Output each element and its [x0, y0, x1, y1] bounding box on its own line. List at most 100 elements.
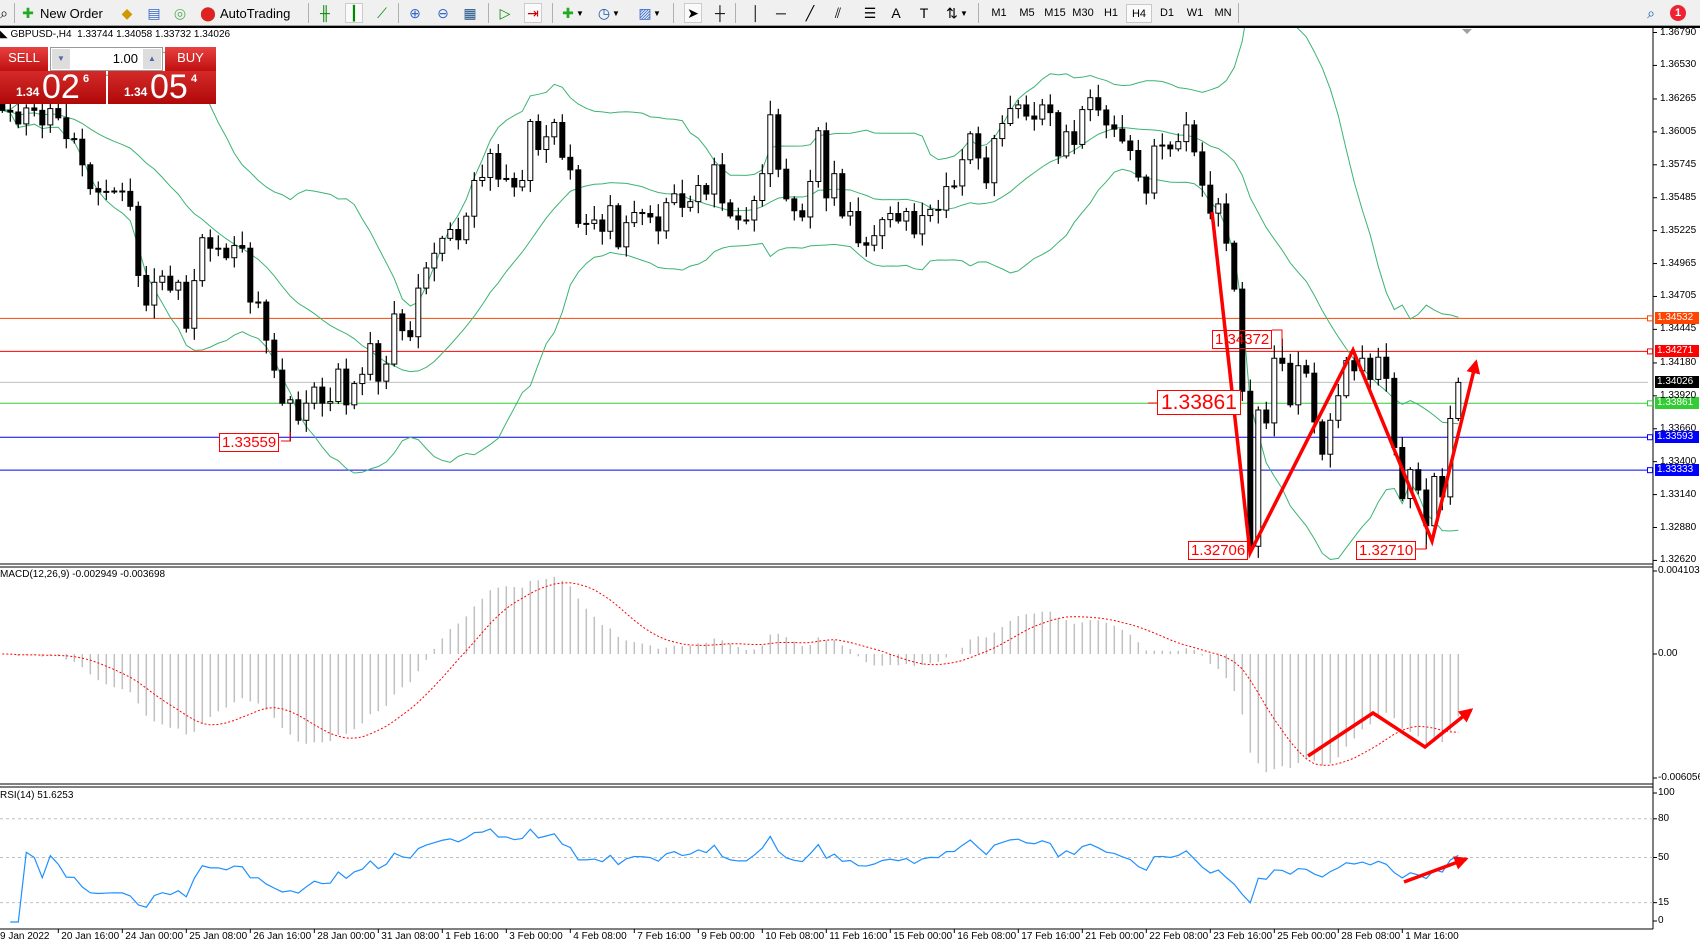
lot-increase-button[interactable]: ▲	[143, 49, 161, 69]
lot-size-input[interactable]: ▼ 1.00 ▲	[50, 47, 163, 71]
candle	[1263, 401, 1270, 430]
hline-handle[interactable]	[1647, 348, 1653, 355]
candle	[1287, 353, 1294, 408]
templates-button[interactable]: ▨ ▼	[638, 5, 661, 21]
tile-windows-button[interactable]: ▦	[462, 3, 478, 23]
candle	[1047, 94, 1054, 127]
candle	[695, 174, 702, 214]
buy-button[interactable]: BUY	[165, 47, 216, 71]
zoom-out-button[interactable]: ⊖	[435, 3, 451, 23]
autotrading-button[interactable]: ⬤ AutoTrading	[200, 3, 290, 23]
timeframe-w1[interactable]: W1	[1186, 7, 1204, 19]
sell-price[interactable]: 1.34 02 6	[0, 70, 106, 104]
candle	[439, 235, 446, 262]
bear-candle-body	[655, 216, 662, 232]
macd-zigzag-arrow[interactable]	[1307, 708, 1474, 758]
candle	[463, 212, 470, 245]
bear-candle-body	[559, 122, 566, 158]
vertical-line-button[interactable]: │	[748, 3, 764, 23]
hline-handle[interactable]	[1647, 315, 1653, 322]
high-label[interactable]: 1.34372	[1212, 330, 1273, 349]
timeframe-m5[interactable]: M5	[1019, 7, 1035, 19]
timeframe-m1[interactable]: M1	[991, 7, 1007, 19]
candle	[1367, 353, 1374, 391]
arrows-button[interactable]: ⇅ ▼	[944, 3, 968, 23]
candle	[783, 158, 790, 202]
crosshair-button[interactable]: ┼	[712, 3, 728, 23]
bull-candle-body	[591, 219, 598, 224]
terminal-button[interactable]: ▤	[146, 3, 162, 23]
hline-handle[interactable]	[1647, 467, 1653, 474]
bear-candle-body	[575, 169, 582, 224]
price-zigzag-arrow[interactable]	[1210, 211, 1481, 560]
signals-button[interactable]: ◎	[172, 3, 188, 23]
equidistant-channel-button[interactable]: ⫽	[830, 3, 846, 23]
periods-button[interactable]: ◷ ▼	[597, 5, 620, 21]
candle	[351, 381, 358, 410]
bear-candle-body	[783, 168, 790, 200]
time-axis-label: 10 Feb 08:00	[765, 931, 825, 942]
chart-shift-marker[interactable]	[1462, 29, 1472, 34]
lot-decrease-button[interactable]: ▼	[52, 49, 70, 69]
hline-handle[interactable]	[1647, 434, 1653, 441]
search-button[interactable]: ⌕	[1643, 3, 1659, 23]
low-label-left[interactable]: 1.33559	[219, 433, 280, 452]
annotation-arrows[interactable]	[1210, 211, 1481, 884]
lot-value[interactable]: 1.00	[112, 51, 138, 66]
low-label-1[interactable]: 1.32706	[1188, 541, 1249, 560]
price-axis-label: 1.36265	[1660, 92, 1697, 104]
text-label-button[interactable]: T	[916, 3, 932, 23]
bear-candle-body	[1311, 372, 1318, 423]
low-label-2[interactable]: 1.32710	[1356, 541, 1417, 560]
candle	[391, 301, 398, 367]
bull-candle-body	[991, 138, 998, 184]
text-button[interactable]: A	[888, 3, 904, 23]
bull-candle-body	[743, 219, 750, 222]
cursor-button[interactable]: ➤	[684, 3, 702, 23]
candlestick-button[interactable]: ┃	[345, 3, 363, 23]
time-axis-label: 26 Jan 16:00	[253, 931, 312, 942]
candle	[599, 214, 606, 245]
level-label[interactable]: 1.33861	[1157, 390, 1241, 415]
timeframe-d1[interactable]: D1	[1159, 7, 1175, 19]
candle	[871, 225, 878, 252]
horizontal-line-button[interactable]: ─	[773, 3, 789, 23]
timeframe-h4[interactable]: H4	[1126, 4, 1152, 23]
bear-candle-body	[239, 245, 246, 249]
chart-shift-button[interactable]: ⇥	[524, 3, 542, 23]
candle	[1015, 100, 1022, 119]
indicators-button[interactable]: ✚ ▼	[560, 3, 584, 23]
fibonacci-button[interactable]: ☰	[862, 3, 878, 23]
candle	[111, 187, 118, 194]
bar-chart-button[interactable]: ╫	[317, 3, 333, 23]
candle	[831, 160, 838, 206]
buy-price[interactable]: 1.34 05 4	[108, 70, 216, 104]
search-icon-partial[interactable]: ⌕	[0, 3, 12, 23]
sell-button[interactable]: SELL	[0, 47, 48, 71]
timeframe-mn[interactable]: MN	[1214, 7, 1232, 19]
line-chart-button[interactable]: ⟋	[374, 3, 390, 23]
candle	[687, 195, 694, 212]
trendline-button[interactable]: ╱	[802, 3, 818, 23]
hline-handle[interactable]	[1647, 400, 1653, 407]
bear-candle-body	[1247, 390, 1254, 547]
bull-candle-body	[831, 173, 838, 199]
bull-candle-body	[711, 164, 718, 195]
time-axis-label: 22 Feb 08:00	[1149, 931, 1209, 942]
zoom-in-button[interactable]: ⊕	[407, 3, 423, 23]
metaeditor-button[interactable]: ◆	[119, 3, 135, 23]
notifications-button[interactable]: 1	[1670, 3, 1686, 23]
new-order-button[interactable]: ✚ New Order	[20, 3, 103, 23]
candle	[1239, 281, 1246, 402]
candle	[159, 270, 166, 291]
rsi-axis-label: 50	[1658, 851, 1670, 863]
bear-candle-body	[1111, 124, 1118, 130]
bull-candle-body	[527, 120, 534, 181]
timeframe-m30[interactable]: M30	[1072, 7, 1094, 19]
timeframe-m15[interactable]: M15	[1044, 7, 1066, 19]
timeframe-h1[interactable]: H1	[1103, 7, 1119, 19]
candle	[911, 203, 918, 239]
rsi-arrow[interactable]	[1403, 856, 1469, 884]
auto-scroll-button[interactable]: ▷	[497, 3, 513, 23]
